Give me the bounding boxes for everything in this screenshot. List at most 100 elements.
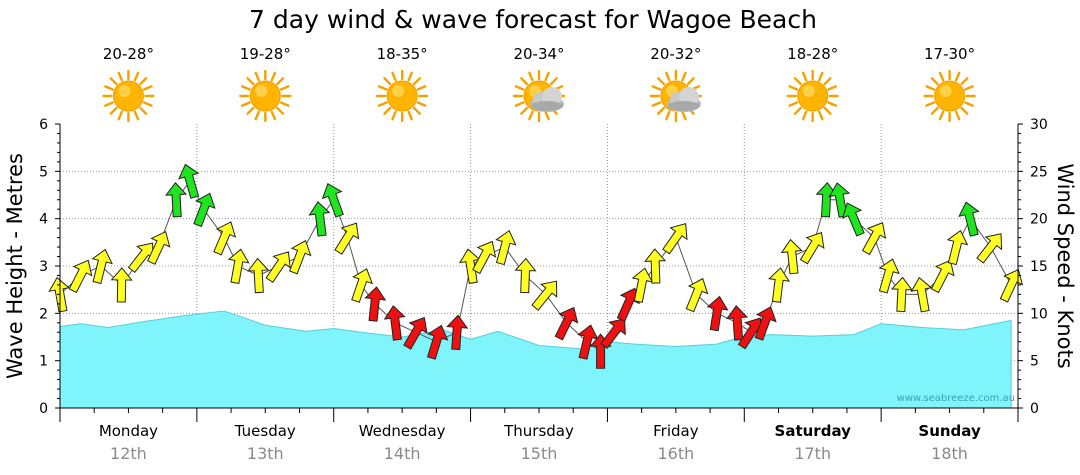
sun-icon (923, 69, 976, 123)
wind-arrow (946, 229, 969, 266)
day-date-label: 15th (521, 444, 558, 463)
wind-arrow (334, 222, 360, 255)
temperature-row: 20-28° 19-28° 18-35° 20-34° 20-32° 18-28° 17-3… (103, 45, 975, 63)
wind-arrow (446, 314, 469, 351)
right-tick-label: 0 (1030, 401, 1039, 417)
wind-arrow (91, 248, 113, 285)
left-tick-label: 3 (39, 259, 48, 275)
temperature-label: 18-28° (787, 45, 838, 63)
wind-arrow (554, 306, 579, 341)
wind-arrow (531, 280, 558, 311)
wind-arrow (351, 268, 374, 303)
wind-arrow (308, 201, 331, 237)
left-tick-label: 4 (39, 212, 48, 228)
temperature-label: 18-35° (377, 45, 428, 63)
left-tick-label: 2 (39, 306, 48, 322)
day-labels: Monday 12th Tuesday 13th Wednesday 14th Thursd… (99, 422, 981, 463)
wind-arrow (999, 268, 1024, 303)
day-name-label: Thursday (503, 422, 574, 440)
wind-arrow (685, 277, 709, 313)
left-tick-label: 1 (39, 354, 48, 370)
wind-arrow (514, 257, 537, 294)
wind-arrow (616, 287, 640, 322)
right-tick-label: 30 (1030, 117, 1048, 133)
right-tick-label: 20 (1030, 212, 1048, 228)
day-date-label: 13th (247, 444, 284, 463)
wind-arrow (726, 305, 749, 341)
wind-arrow (910, 276, 933, 313)
left-axis-ticks: 0 1 2 3 4 5 6 (39, 117, 60, 417)
wind-arrow (247, 257, 270, 294)
temperature-label: 20-28° (103, 45, 154, 63)
wind-arrow (68, 259, 93, 294)
sun-icon (102, 69, 155, 123)
wind-arrow (861, 222, 887, 256)
temperature-label: 20-34° (513, 45, 564, 63)
wind-arrow (495, 229, 517, 266)
chart-title: 7 day wind & wave forecast for Wagoe Bea… (249, 5, 817, 34)
wind-arrow (110, 267, 133, 303)
day-date-label: 12th (110, 444, 147, 463)
left-tick-label: 5 (39, 164, 48, 180)
left-axis-title: Wave Height - Metres (3, 153, 27, 379)
wind-arrow (403, 316, 428, 350)
wind-arrow (213, 221, 237, 256)
partly-cloudy-icon (649, 69, 703, 123)
wind-arrow (958, 201, 980, 237)
wave-height-area (59, 310, 1012, 409)
day-name-label: Sunday (918, 422, 981, 440)
watermark: www.seabreeze.com.au (897, 393, 1015, 404)
wind-arrow (706, 295, 729, 332)
partly-cloudy-icon (512, 69, 566, 123)
right-tick-label: 15 (1030, 259, 1048, 275)
day-date-label: 18th (931, 444, 968, 463)
weather-icon-row (102, 69, 976, 123)
temperature-label: 19-28° (240, 45, 291, 63)
wind-arrow (383, 305, 406, 341)
wind-arrow (600, 318, 626, 349)
sun-icon (786, 69, 839, 123)
day-name-label: Friday (653, 422, 699, 440)
left-tick-label: 6 (39, 117, 48, 133)
wind-arrow (193, 192, 216, 228)
day-name-label: Monday (99, 422, 158, 440)
wind-arrow (265, 251, 291, 284)
wind-arrow (178, 163, 200, 199)
wind-arrow (878, 258, 900, 294)
wind-arrow (147, 230, 171, 265)
sun-icon (239, 69, 292, 123)
day-name-label: Saturday (775, 422, 852, 440)
wind-arrow (841, 202, 865, 237)
wind-arrow (799, 231, 825, 265)
wind-arrow (364, 286, 387, 322)
wind-arrow (165, 181, 188, 218)
day-date-label: 14th (384, 444, 421, 463)
wind-arrow (890, 276, 913, 313)
wind-arrow (227, 248, 250, 285)
temperature-label: 17-30° (924, 45, 975, 63)
right-axis-ticks: 0 5 10 15 20 25 30 (1018, 117, 1048, 417)
right-tick-label: 5 (1030, 354, 1039, 370)
left-tick-label: 0 (39, 401, 48, 417)
wind-arrow (644, 248, 667, 284)
day-date-label: 17th (794, 444, 831, 463)
wind-arrow (289, 239, 312, 275)
sun-icon (375, 69, 429, 123)
temperature-label: 20-32° (650, 45, 701, 63)
day-date-label: 16th (657, 444, 694, 463)
wind-arrow (472, 240, 497, 275)
right-tick-label: 25 (1030, 164, 1048, 180)
wind-arrow (768, 267, 791, 303)
wind-arrow (754, 306, 777, 341)
right-tick-label: 10 (1030, 306, 1048, 322)
right-axis-title: Wind Speed - Knots (1053, 163, 1077, 368)
wind-arrow (662, 223, 688, 255)
day-name-label: Wednesday (359, 422, 446, 440)
wind-arrow (426, 324, 449, 360)
wind-arrow (976, 233, 1003, 264)
wind-arrow (780, 238, 803, 275)
day-name-label: Tuesday (234, 422, 296, 440)
wind-arrows (48, 163, 1024, 369)
wind-arrow (930, 259, 955, 294)
